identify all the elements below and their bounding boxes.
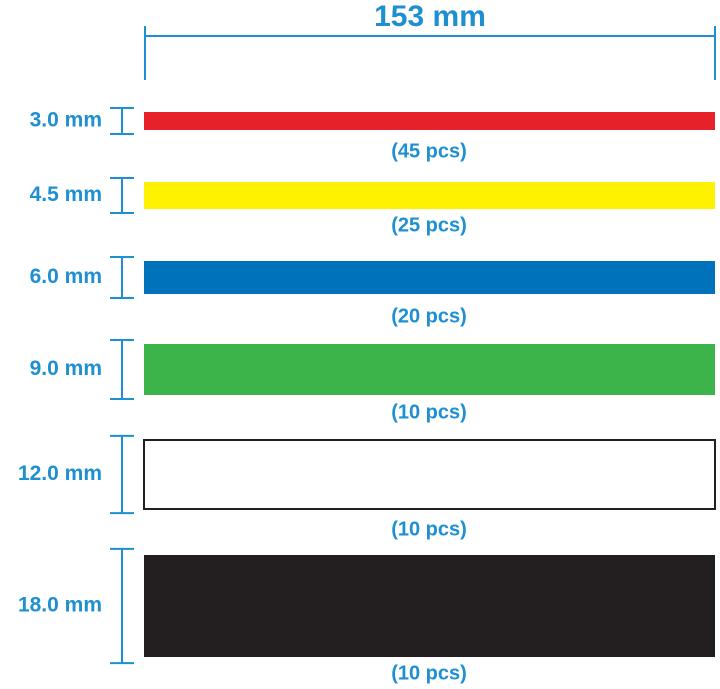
strip-height-label: 3.0 mm	[30, 109, 102, 132]
strip	[144, 182, 715, 209]
strip	[144, 344, 715, 395]
strip-height-label: 4.5 mm	[30, 183, 102, 206]
strip	[143, 439, 716, 510]
strip-count: (10 pcs)	[391, 518, 467, 540]
strip	[144, 261, 715, 294]
strip-count: (45 pcs)	[391, 140, 467, 162]
strip-count: (10 pcs)	[391, 401, 467, 423]
strip-count: (10 pcs)	[391, 662, 467, 684]
strip-height-label: 9.0 mm	[30, 357, 102, 380]
strip	[144, 112, 715, 130]
strip-height-label: 18.0 mm	[18, 594, 102, 617]
width-label: 153 mm	[374, 0, 486, 33]
strip	[144, 555, 715, 657]
strip-height-label: 12.0 mm	[18, 462, 102, 485]
strip-count: (20 pcs)	[391, 305, 467, 327]
strip-count: (25 pcs)	[391, 214, 467, 236]
strip-height-label: 6.0 mm	[30, 265, 102, 288]
